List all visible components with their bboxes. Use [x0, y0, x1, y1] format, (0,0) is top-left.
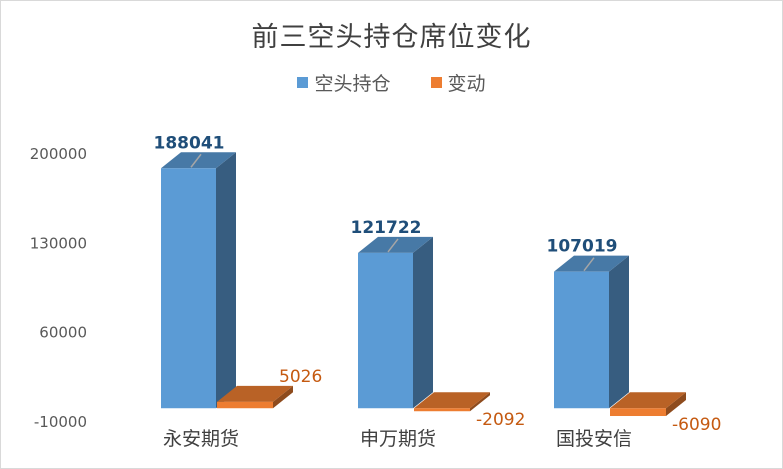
bar-short-position [161, 168, 216, 409]
bar-change-top [414, 392, 490, 409]
data-label-short-position: 121722 [351, 218, 422, 238]
legend-item-short-position: 空头持仓 [297, 69, 391, 96]
bar-short-position-top [358, 236, 433, 253]
bar-change-side [273, 385, 293, 409]
bar-short-position [554, 271, 609, 409]
bar-short-position-top [554, 255, 629, 272]
y-tick-label: 200000 [30, 145, 87, 163]
chart-title: 前三空头持仓席位变化 [251, 22, 532, 53]
x-tick-label: 申万期货 [360, 428, 436, 450]
bar-short-position-side [413, 236, 433, 409]
y-tick-label: -10000 [34, 413, 87, 431]
legend-label-change: 变动 [447, 73, 486, 95]
x-tick-label: 永安期货 [163, 428, 239, 450]
bar-change [217, 401, 273, 409]
data-label-leader [190, 153, 202, 168]
legend-swatch-change [430, 77, 442, 88]
data-label-short-position: 107019 [547, 237, 618, 257]
bar-change-top [610, 392, 686, 409]
legend-item-change: 变动 [430, 69, 486, 96]
bar-short-position-top [161, 152, 236, 169]
data-label-leader [583, 257, 595, 272]
bar-change-side [470, 392, 490, 412]
legend-label-short-position: 空头持仓 [314, 73, 391, 95]
bar-short-position [358, 252, 413, 409]
x-tick-label: 国投安信 [556, 428, 632, 450]
y-tick-label: 60000 [39, 324, 87, 342]
bar-short-position-side [216, 152, 236, 409]
bar-change-side [666, 392, 686, 417]
y-tick-label: 130000 [30, 234, 87, 252]
bar-change [414, 408, 470, 412]
bar-change-top [217, 385, 293, 402]
legend-swatch-short-position [297, 77, 309, 88]
data-label-change: -2092 [476, 410, 525, 430]
data-label-change: 5026 [279, 367, 322, 387]
bar-change [610, 408, 666, 417]
bar-short-position-side [609, 255, 629, 409]
legend: 空头持仓 变动 [1, 69, 782, 96]
data-label-short-position: 188041 [154, 133, 225, 153]
data-label-change: -6090 [672, 415, 721, 435]
data-label-leader [387, 238, 399, 253]
